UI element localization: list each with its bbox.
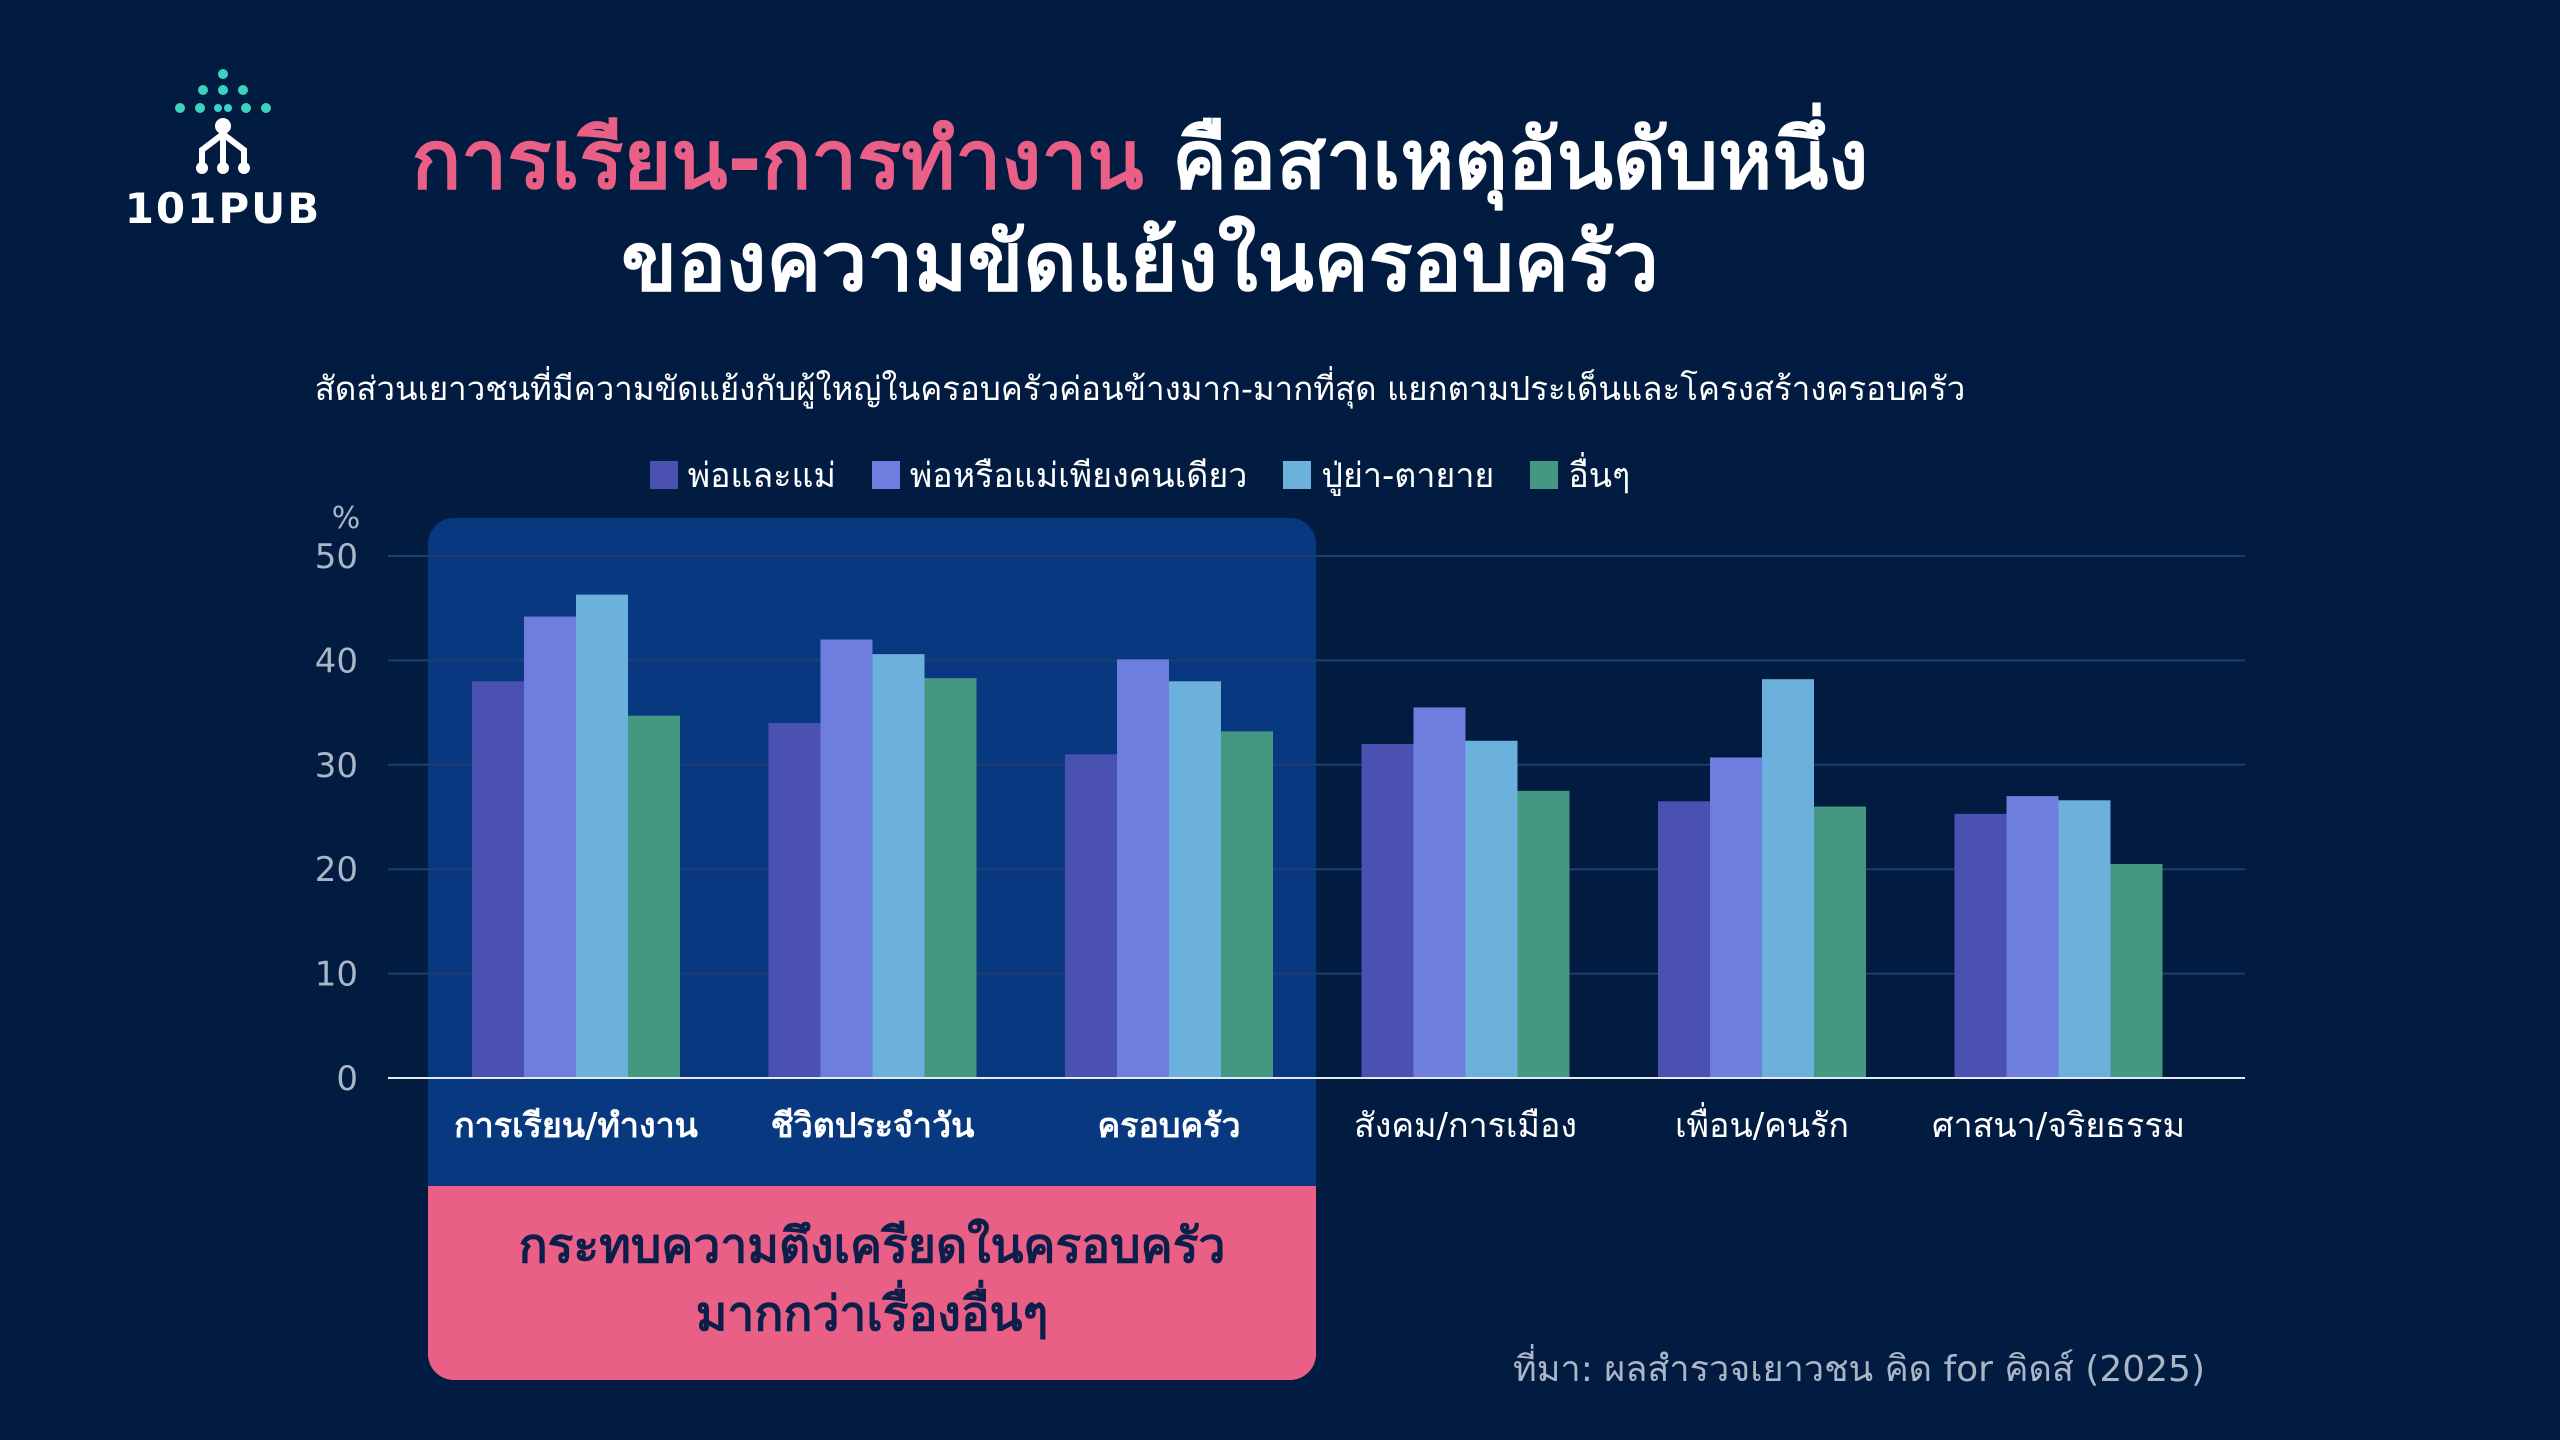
legend-item: อื่นๆ	[1530, 448, 1630, 502]
bar	[768, 723, 821, 1078]
y-tick-label: 10	[315, 955, 358, 995]
legend-item: ปู่ย่า-ตายาย	[1283, 448, 1494, 502]
y-tick-label: 0	[336, 1059, 358, 1099]
source-note: ที่มา: ผลสำรวจเยาวชน คิด for คิดส์ (2025…	[1513, 1349, 2205, 1390]
x-tick-label: ครอบครัว	[1097, 1106, 1240, 1146]
legend-item: พ่อหรือแม่เพียงคนเดียว	[871, 448, 1248, 502]
title-line-2: ของความขัดแย้งในครอบครัว	[621, 215, 1659, 310]
y-tick-label: 50	[315, 537, 358, 577]
legend-swatch	[649, 461, 678, 489]
bar	[2058, 800, 2111, 1078]
title-highlight: การเรียน-การทำงาน	[411, 113, 1144, 208]
bar	[524, 616, 576, 1078]
legend-label: อื่นๆ	[1568, 456, 1631, 496]
bar	[1117, 659, 1169, 1078]
bar	[1954, 813, 2007, 1078]
legend-swatch	[1530, 461, 1559, 489]
legend-swatch	[871, 461, 900, 489]
y-axis-label: %	[332, 501, 361, 536]
bar	[1221, 731, 1273, 1078]
bar	[924, 678, 977, 1078]
legend-item: พ่อและแม่	[649, 448, 836, 502]
x-tick-label: การเรียน/ทำงาน	[454, 1106, 698, 1146]
y-tick-label: 20	[315, 850, 358, 890]
bar	[872, 654, 925, 1078]
title-line-1: การเรียน-การทำงาน คือสาเหตุอันดับหนึ่ง	[200, 110, 2080, 212]
callout-box	[428, 1186, 1316, 1380]
bar	[1465, 740, 1518, 1078]
x-tick-label: ชีวิตประจำวัน	[771, 1106, 975, 1146]
x-tick-label: สังคม/การเมือง	[1354, 1106, 1577, 1146]
legend-swatch	[1283, 461, 1312, 489]
bar	[1658, 801, 1710, 1078]
logo: 101PUB	[118, 64, 328, 244]
bar	[1517, 790, 1570, 1078]
page-title: การเรียน-การทำงาน คือสาเหตุอันดับหนึ่ง ข…	[200, 110, 2080, 314]
legend-label: ปู่ย่า-ตายาย	[1321, 456, 1495, 496]
callout-line-2: มากกว่าเรื่องอื่นๆ	[696, 1279, 1049, 1342]
bar	[1065, 754, 1117, 1078]
bar	[2110, 863, 2163, 1078]
network-icon	[175, 69, 271, 174]
legend-label: พ่อและแม่	[687, 456, 836, 496]
bar	[1814, 806, 1866, 1078]
bar	[472, 681, 524, 1078]
bar	[1710, 757, 1762, 1078]
bar	[820, 639, 873, 1078]
x-tick-label: เพื่อน/คนรัก	[1675, 1102, 1849, 1146]
title-line-1-rest: คือสาเหตุอันดับหนึ่ง	[1143, 113, 1869, 208]
y-tick-label: 40	[315, 641, 358, 681]
x-tick-label: ศาสนา/จริยธรรม	[1932, 1106, 2185, 1146]
logo-text: 101PUB	[124, 184, 322, 233]
bar	[1413, 707, 1466, 1078]
callout-line-1: กระทบความตึงเครียดในครอบครัว	[519, 1217, 1226, 1274]
bar	[1762, 679, 1814, 1078]
legend-label: พ่อหรือแม่เพียงคนเดียว	[909, 456, 1248, 496]
bar	[628, 715, 680, 1078]
bar	[576, 594, 628, 1078]
bar	[2006, 796, 2059, 1078]
y-tick-label: 30	[315, 746, 358, 786]
bar	[1361, 743, 1414, 1078]
chart-subtitle: สัดส่วนเยาวชนที่มีความขัดแย้งกับผู้ใหญ่ใ…	[314, 369, 1966, 408]
bar	[1169, 681, 1221, 1078]
chart-legend: พ่อและแม่ พ่อหรือแม่เพียงคนเดียว ปู่ย่า-ตา…	[200, 448, 2080, 502]
callout-box-top	[428, 1186, 1316, 1216]
